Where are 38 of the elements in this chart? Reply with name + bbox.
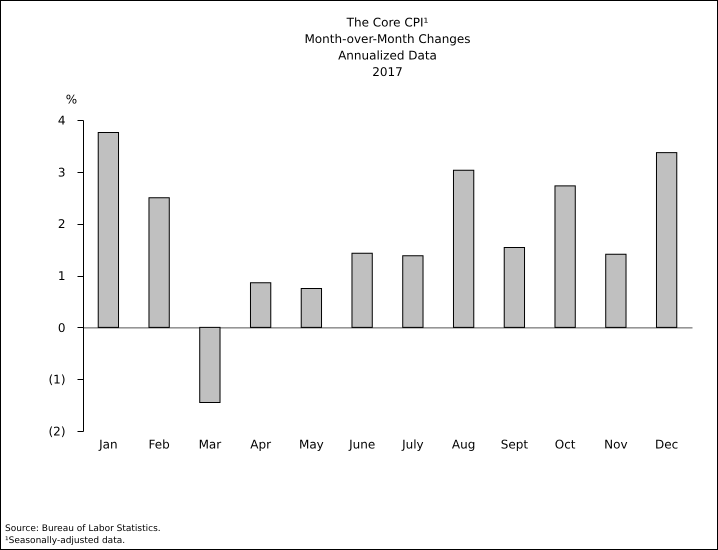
x-tick-label: Sept xyxy=(500,438,528,452)
y-tick-label: 0 xyxy=(58,320,66,335)
bar xyxy=(98,132,120,328)
y-tick-label: 3 xyxy=(58,165,66,180)
bar xyxy=(148,197,170,328)
bar xyxy=(250,282,272,328)
source-note: Source: Bureau of Labor Statistics. xyxy=(5,523,161,535)
bar xyxy=(300,288,322,328)
x-tick-label: May xyxy=(298,438,324,452)
y-tick-label: 1 xyxy=(58,269,66,283)
x-tick-label: Feb xyxy=(148,438,170,452)
text: Annualized Data xyxy=(338,48,437,62)
text: The Core CPI¹ xyxy=(346,16,428,30)
text: Month-over-Month Changes xyxy=(304,32,471,46)
x-tick-label: Jan xyxy=(98,438,118,452)
bar xyxy=(199,326,221,403)
y-tick-label: 2 xyxy=(58,217,66,232)
text: 2017 xyxy=(372,65,403,79)
bar xyxy=(452,170,474,328)
y-tick-label: 4 xyxy=(58,114,66,128)
x-tick-label: Nov xyxy=(604,438,628,452)
bar xyxy=(605,254,627,328)
bar xyxy=(351,252,373,328)
y-axis-title: % xyxy=(66,92,78,106)
bar xyxy=(402,255,424,328)
x-tick-label: July xyxy=(401,438,424,452)
x-tick-label: Mar xyxy=(198,438,222,452)
x-tick-label: June xyxy=(348,438,376,452)
bar xyxy=(656,152,678,328)
x-tick-label: Aug xyxy=(452,438,476,452)
x-tick-label: Oct xyxy=(554,438,576,452)
x-tick-label: Dec xyxy=(655,438,678,452)
y-tick-label: (2) xyxy=(48,424,66,438)
bar xyxy=(554,185,576,328)
bar xyxy=(504,247,526,328)
text: ¹Seasonally-adjusted data. xyxy=(5,535,126,547)
x-tick-label: Apr xyxy=(250,438,272,452)
y-tick-label: (1) xyxy=(48,372,66,387)
